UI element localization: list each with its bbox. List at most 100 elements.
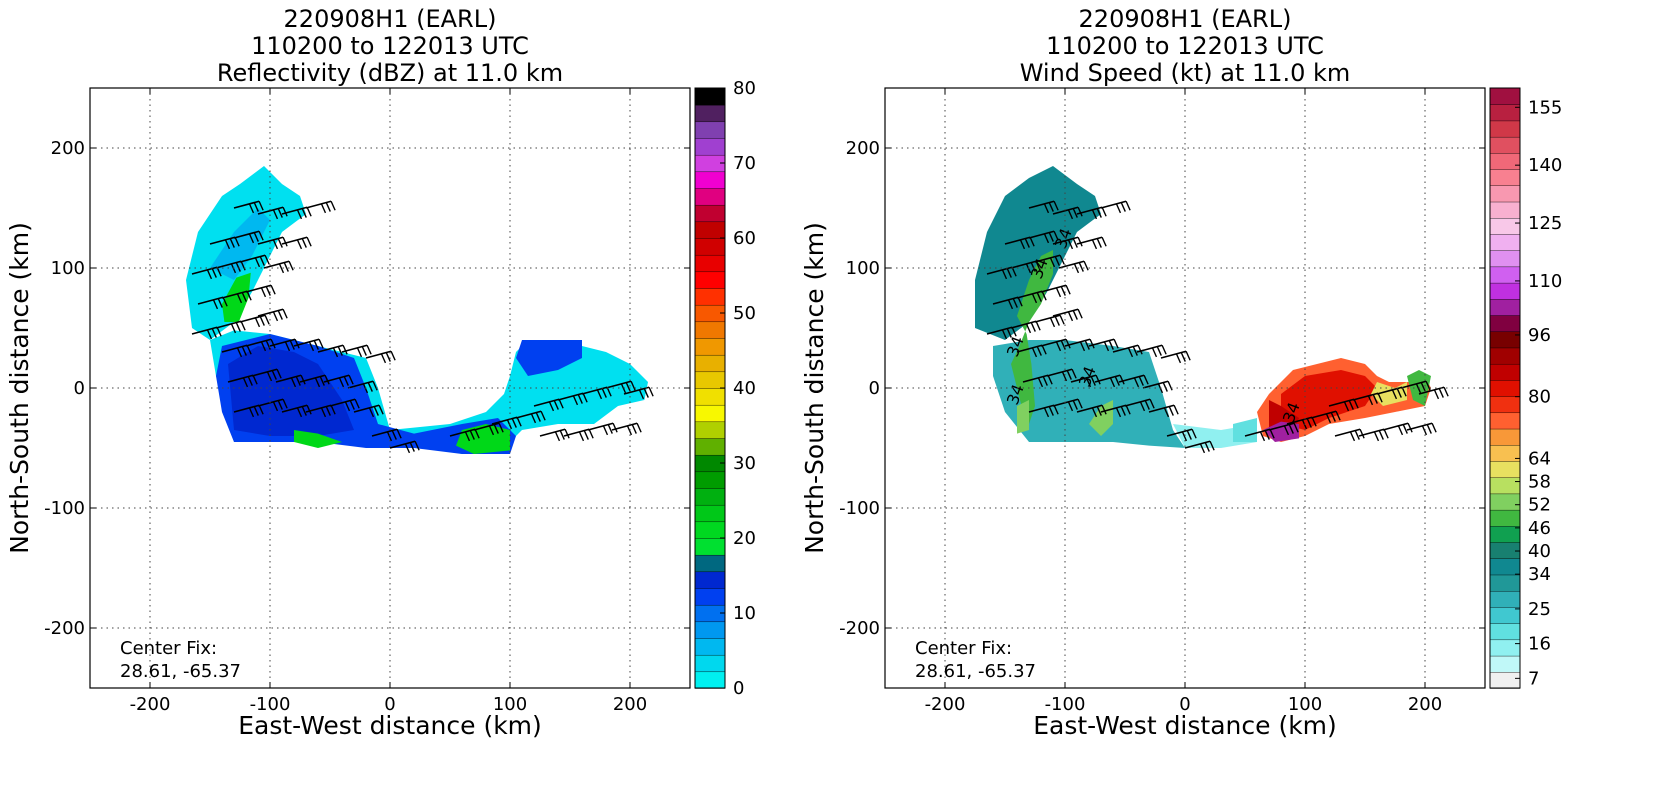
wind-barb-feather <box>1024 238 1030 248</box>
wind-barb-feather <box>1017 296 1023 307</box>
x-tick-label: 100 <box>1288 694 1322 715</box>
wind-barb-feather <box>1041 344 1047 355</box>
data-region-12 <box>1017 400 1029 434</box>
wind-barb-feather <box>1119 374 1125 385</box>
wind-barb-feather <box>301 406 307 416</box>
colorbar-tick-label: 52 <box>1528 495 1551 516</box>
y-axis-label: North-South distance (km) <box>5 222 34 554</box>
colorbar-segment <box>1489 314 1521 332</box>
wind-barb-feather <box>1103 341 1110 352</box>
wind-barb-feather <box>390 350 396 361</box>
wind-barb-feather <box>506 419 513 430</box>
wind-barb-feather <box>288 260 294 271</box>
colorbar-segment <box>694 421 726 439</box>
wind-barb-feather <box>1079 341 1086 352</box>
wind-barb-feather <box>1041 290 1047 301</box>
wind-barb-feather <box>366 344 372 355</box>
colorbar-tick-label: 125 <box>1528 213 1562 234</box>
wind-barb-feather <box>212 299 219 310</box>
wind-barb-feather <box>1101 236 1107 247</box>
wind-barb-feather <box>1162 382 1168 392</box>
wind-barb-feather <box>1053 230 1059 241</box>
wind-barb-feather <box>1048 406 1054 416</box>
y-tick-label: 100 <box>846 258 880 279</box>
colorbar-segment <box>694 587 726 606</box>
wind-barb-feather <box>344 401 351 412</box>
wind-barb-feather <box>1156 346 1162 356</box>
wind-barb-feather <box>1047 374 1053 385</box>
wind-barb-feather <box>313 340 319 350</box>
wind-barbs <box>986 200 1449 454</box>
chart-title-line: 220908H1 (EARL) <box>284 5 497 33</box>
y-tick-label: -200 <box>44 618 85 639</box>
colorbar-segment <box>1489 395 1521 414</box>
wind-barb-feather <box>296 407 303 418</box>
colorbar-segment <box>694 87 726 106</box>
wind-barb-feather <box>1391 389 1398 400</box>
wind-barb-feather <box>1114 376 1120 386</box>
wind-barb-feather <box>278 263 285 274</box>
wind-barb-feather <box>246 344 252 355</box>
wind-barb-feather <box>1151 347 1158 358</box>
x-tick-label: 200 <box>613 694 647 715</box>
wind-barb-feather <box>253 406 259 416</box>
wind-barb-feather <box>368 407 375 418</box>
colorbar-segment <box>694 137 726 156</box>
colorbar-segment <box>1489 655 1521 673</box>
colorbar-segment <box>694 654 726 673</box>
wind-barb-feather <box>1053 404 1059 415</box>
wind-barb-feather <box>272 311 279 322</box>
wind-barb-feather <box>1139 401 1146 412</box>
wind-barb-feather <box>294 338 300 349</box>
wind-barb-feather <box>607 424 613 434</box>
wind-barb-feather <box>582 392 588 403</box>
wind-barb-feather <box>1397 425 1404 436</box>
wind-barb-feather <box>206 269 213 280</box>
wind-barb-feather <box>277 310 283 320</box>
wind-barb-feather <box>1011 326 1017 337</box>
x-tick-label: 0 <box>384 694 395 715</box>
wind-barb-feather <box>1209 440 1215 451</box>
chart-title-line: Reflectivity (dBZ) at 11.0 km <box>217 59 563 87</box>
wind-barb-feather <box>236 293 243 304</box>
wind-barb-feather <box>1443 386 1449 397</box>
colorbar-segment <box>694 637 726 656</box>
colorbar-segment <box>694 437 726 456</box>
wind-barb-feather <box>1030 322 1036 332</box>
colorbar-tick-label: 20 <box>733 528 756 549</box>
wind-barb-feather <box>356 347 363 358</box>
wind-barb-feather <box>289 340 295 350</box>
colorbar-tick-label: 16 <box>1528 634 1551 655</box>
wind-barb-feather <box>1269 428 1275 439</box>
wind-barb-feather <box>626 425 633 436</box>
colorbar-segment <box>694 621 726 639</box>
colorbar-tick-label: 58 <box>1528 472 1551 493</box>
wind-barb-feather <box>1067 311 1074 322</box>
wind-barb-feather <box>258 230 264 241</box>
wind-barb-feather <box>1120 202 1126 212</box>
wind-barb-feather <box>396 428 402 439</box>
wind-barb-feather <box>1077 308 1083 319</box>
wind-barb-feather <box>1089 338 1095 349</box>
colorbar-tick-label: 40 <box>1528 541 1551 562</box>
colorbar-segment <box>694 321 726 339</box>
wind-barb-feather <box>1191 428 1197 439</box>
wind-barb-feather <box>1353 398 1359 409</box>
wind-barb-feather <box>342 344 348 355</box>
wind-barb-feather <box>1120 406 1126 416</box>
colorbar-segment <box>1489 590 1521 608</box>
wind-barb-feather <box>602 425 609 436</box>
data-region-1 <box>993 340 1185 448</box>
colorbar-segment <box>1489 639 1521 657</box>
wind-barb-feather <box>1060 286 1066 296</box>
wind-barb-feather <box>282 308 288 319</box>
wind-barb-feather <box>1186 430 1192 440</box>
wind-barb-feather <box>301 208 307 218</box>
data-region-11 <box>1089 400 1113 436</box>
wind-barb-feather <box>588 428 594 439</box>
wind-barb-feather <box>230 323 237 334</box>
wind-barb-feather <box>1173 404 1179 415</box>
wind-barb-feather <box>1143 374 1149 385</box>
wind-barb-feather <box>229 238 235 248</box>
